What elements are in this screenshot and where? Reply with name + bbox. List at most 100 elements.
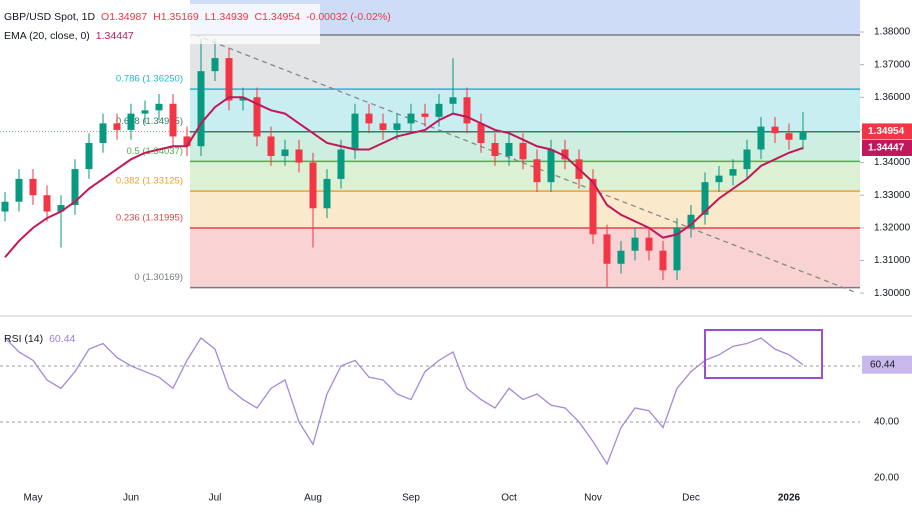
ema-line — [4, 96, 804, 258]
x-tick-label: Jun — [123, 493, 139, 504]
rsi-legend: RSI (14) 60.44 — [4, 333, 76, 345]
candle-body — [715, 175, 723, 183]
y-tick-label: 1.34000 — [874, 157, 911, 168]
y-tick-label: 1.33000 — [874, 190, 911, 201]
candle-body — [449, 97, 457, 104]
x-tick-label: May — [24, 493, 43, 504]
y-tick-label: 1.30000 — [874, 288, 911, 299]
x-tick-label: Oct — [501, 493, 517, 504]
ohlc-value: H1.35169 — [153, 11, 199, 23]
y-tick-label: 40.00 — [874, 417, 899, 428]
ohlc-value: -0.00032 (-0.02%) — [306, 11, 391, 23]
legend-title: GBP/USD Spot, 1D — [4, 11, 95, 23]
candle-body — [57, 205, 65, 212]
x-tick-label: Sep — [402, 493, 420, 504]
candle-body — [15, 178, 23, 202]
price-legend: GBP/USD Spot, 1D O1.34987 H1.35169 L1.34939… — [4, 11, 391, 23]
candle-body — [71, 169, 79, 206]
fib-zone — [190, 161, 860, 192]
y-tick-label: 1.31000 — [874, 255, 911, 266]
fib-label: 0 (1.30169) — [134, 272, 183, 283]
candle-body — [407, 113, 415, 124]
candle-body — [183, 136, 191, 147]
candle-body — [645, 237, 653, 251]
fib-label: 0.618 (1.34945) — [116, 116, 183, 127]
fib-zone — [190, 89, 860, 132]
ema-value-box — [862, 139, 912, 156]
legend-name: RSI (14) — [4, 333, 43, 345]
candle-body — [771, 126, 779, 134]
candle-body — [85, 142, 93, 170]
candle-body — [673, 227, 681, 271]
candle-body — [43, 195, 51, 212]
candle-body — [589, 178, 597, 235]
legend-bg — [0, 4, 320, 44]
candle-body — [197, 71, 205, 147]
y-tick-label: 20.00 — [874, 473, 899, 484]
ohlc-value: O1.34987 — [101, 11, 147, 23]
fib-label: 0.236 (1.31995) — [116, 213, 183, 224]
candle-body — [687, 214, 695, 228]
fib-zone — [190, 228, 860, 288]
candle-body — [169, 103, 177, 137]
legend-value: 1.34447 — [96, 30, 134, 42]
candle-body — [533, 159, 541, 183]
fib-label: 0.786 (1.36250) — [116, 74, 183, 85]
candle-body — [239, 97, 247, 101]
fib-zone — [190, 191, 860, 229]
y-tick-label: 1.37000 — [874, 59, 911, 70]
candle-body — [281, 149, 289, 157]
last-price-box — [862, 123, 912, 140]
ema-value-label: 1.34447 — [868, 143, 905, 154]
candle-body — [323, 178, 331, 209]
candle-body — [561, 149, 569, 160]
candle-body — [631, 237, 639, 251]
candle-body — [379, 123, 387, 130]
candle-body — [421, 113, 429, 117]
ohlc-value: C1.34954 — [255, 11, 301, 23]
candle-body — [799, 131, 807, 140]
ohlc-value: L1.34939 — [205, 11, 249, 23]
candle-body — [29, 178, 37, 196]
trendline — [194, 34, 856, 293]
candle-body — [393, 123, 401, 130]
legend-name: EMA (20, close, 0) — [4, 30, 90, 42]
highlight-box — [704, 329, 823, 379]
candle-body — [267, 136, 275, 157]
ema-legend: EMA (20, close, 0) 1.34447 — [4, 30, 134, 42]
candle-body — [547, 149, 555, 183]
candle-body — [309, 162, 317, 209]
candle-body — [603, 234, 611, 264]
rsi-value-box — [862, 355, 912, 374]
candle-body — [701, 182, 709, 215]
x-tick-label: 2026 — [778, 493, 801, 504]
candle-body — [99, 123, 107, 143]
x-tick-label: Jul — [209, 493, 222, 504]
y-tick-label: 1.36000 — [874, 92, 911, 103]
candle-body — [295, 149, 303, 163]
candle-body — [141, 110, 149, 114]
y-tick-label: 1.32000 — [874, 222, 911, 233]
candle-body — [463, 97, 471, 124]
candle-body — [155, 103, 163, 111]
candle-body — [757, 126, 765, 150]
candle-body — [491, 142, 499, 157]
candle-body — [365, 113, 373, 124]
candle-body — [729, 169, 737, 176]
candle-body — [505, 142, 513, 157]
candle-body — [337, 149, 345, 179]
candle-body — [617, 250, 625, 264]
candle-body — [253, 97, 261, 137]
candle-body — [225, 58, 233, 101]
last-price-label: 1.34954 — [868, 126, 905, 137]
fib-label: 0.382 (1.33125) — [116, 176, 183, 187]
rsi-line — [4, 336, 804, 466]
candle-body — [659, 250, 667, 271]
legend-value: 60.44 — [49, 333, 75, 345]
y-tick-label: 1.38000 — [874, 27, 911, 38]
x-tick-label: Aug — [304, 493, 322, 504]
x-tick-label: Dec — [682, 493, 700, 504]
candle-body — [519, 142, 527, 160]
